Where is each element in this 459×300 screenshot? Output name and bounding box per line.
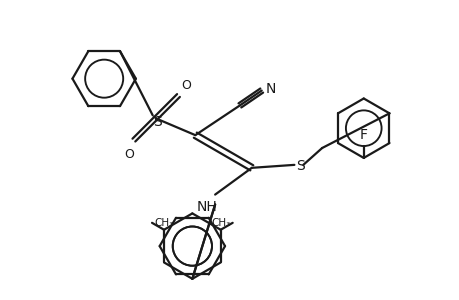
Text: CH₃: CH₃ — [154, 218, 173, 228]
Text: NH: NH — [196, 200, 217, 214]
Text: O: O — [124, 148, 134, 161]
Text: S: S — [296, 159, 304, 173]
Text: O: O — [181, 79, 191, 92]
Text: CH₃: CH₃ — [211, 218, 230, 228]
Text: S: S — [153, 115, 162, 129]
Text: F: F — [359, 128, 367, 142]
Text: N: N — [265, 82, 275, 96]
